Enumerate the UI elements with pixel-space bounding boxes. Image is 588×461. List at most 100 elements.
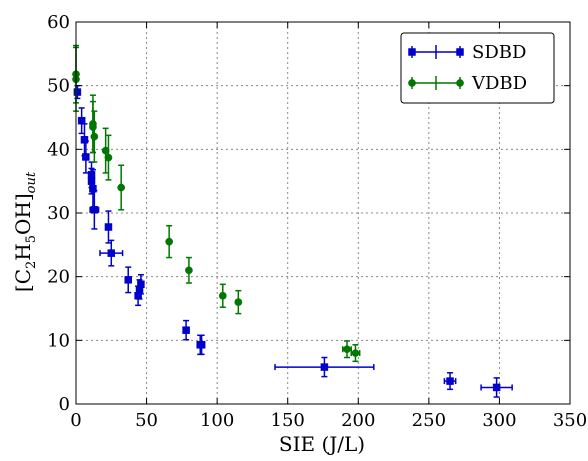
data-marker xyxy=(90,132,99,141)
legend-marker xyxy=(456,48,464,56)
data-marker xyxy=(124,276,132,284)
data-marker xyxy=(343,345,351,354)
data-marker xyxy=(89,123,97,131)
y-label-sub2: 5 xyxy=(24,235,39,243)
data-point-sdbd xyxy=(274,356,375,378)
data-marker xyxy=(80,136,89,144)
data-point-vdbd xyxy=(234,289,243,315)
data-marker xyxy=(165,237,174,246)
data-point-sdbd xyxy=(182,319,190,341)
data-point-vdbd xyxy=(185,256,193,284)
x-tick: 250 xyxy=(412,410,446,431)
y-tick: 10 xyxy=(47,330,70,351)
data-marker xyxy=(182,326,190,334)
y-label-sub1: 2 xyxy=(24,261,39,269)
data-point-vdbd xyxy=(165,224,174,259)
data-marker xyxy=(104,153,113,162)
legend-marker xyxy=(408,48,416,56)
x-tick-label: 300 xyxy=(482,410,516,431)
y-tick: 60 xyxy=(47,12,70,33)
data-marker xyxy=(117,183,126,192)
ticks: 0 50 100 150 200 250 300 350 0 10 20 30 40 50 60 xyxy=(47,12,587,431)
series-vdbd xyxy=(72,44,361,363)
x-tick: 100 xyxy=(200,410,234,431)
y-label-mid: H xyxy=(11,243,35,260)
x-tick: 300 xyxy=(482,410,516,431)
data-marker xyxy=(197,341,206,349)
data-point-sdbd xyxy=(99,239,124,267)
data-marker xyxy=(82,153,90,161)
x-tick-label: 200 xyxy=(341,410,375,431)
x-tick: 0 xyxy=(70,410,81,431)
data-marker xyxy=(89,185,97,193)
x-tick-label: 250 xyxy=(412,410,446,431)
data-point-sdbd xyxy=(197,334,206,356)
x-tick: 350 xyxy=(553,410,587,431)
data-point-vdbd xyxy=(218,283,227,308)
legend-item-sdbd: SDBD xyxy=(408,42,526,63)
data-point-vdbd xyxy=(117,164,126,211)
data-point-vdbd xyxy=(89,100,97,154)
y-label-open: [C xyxy=(11,269,35,292)
legend-marker xyxy=(456,79,464,87)
data-marker xyxy=(73,88,82,96)
data-marker xyxy=(234,298,243,306)
x-tick: 150 xyxy=(271,410,305,431)
data-marker xyxy=(101,146,110,155)
y-tick: 30 xyxy=(47,203,70,224)
data-point-vdbd xyxy=(90,110,99,163)
data-point-sdbd xyxy=(104,210,113,244)
data-point-sdbd xyxy=(80,123,89,157)
legend-label: VDBD xyxy=(471,73,527,94)
y-tick-label: 20 xyxy=(47,267,70,288)
data-marker xyxy=(137,280,145,289)
data-marker xyxy=(185,266,193,275)
data-marker xyxy=(104,223,113,231)
data-point-sdbd xyxy=(73,84,82,100)
y-tick: 20 xyxy=(47,267,70,288)
x-tick-label: 350 xyxy=(553,410,587,431)
data-marker xyxy=(492,383,501,392)
y-label-sub3: out xyxy=(24,171,39,193)
data-marker xyxy=(87,177,96,185)
data-marker xyxy=(107,249,116,257)
y-tick: 0 xyxy=(59,394,70,415)
y-tick-label: 40 xyxy=(47,139,70,160)
data-point-sdbd xyxy=(443,372,457,391)
y-tick-label: 0 xyxy=(59,394,70,415)
x-axis-label: SIE (J/L) xyxy=(279,432,365,456)
y-tick: 40 xyxy=(47,139,70,160)
legend-items: SDBD VDBD xyxy=(408,42,527,94)
y-label-rest: OH] xyxy=(11,193,35,235)
x-tick-label: 0 xyxy=(70,410,81,431)
data-marker xyxy=(218,291,227,300)
data-point-sdbd xyxy=(124,266,132,294)
data-marker xyxy=(320,363,329,371)
data-point-sdbd xyxy=(77,107,86,135)
series-sdbd xyxy=(73,84,513,398)
y-axis-label: [C2H5OH]out xyxy=(11,171,39,292)
data-point-sdbd xyxy=(82,140,90,174)
x-tick-label: 50 xyxy=(135,410,158,431)
data-marker xyxy=(90,206,99,214)
y-tick-label: 10 xyxy=(47,330,70,351)
x-tick-label: 150 xyxy=(271,410,305,431)
legend-marker xyxy=(408,79,416,87)
data-point-vdbd xyxy=(342,340,352,359)
x-tick: 50 xyxy=(135,410,158,431)
x-tick-label: 100 xyxy=(200,410,234,431)
y-tick: 50 xyxy=(47,76,70,97)
data-point-vdbd xyxy=(350,344,361,363)
y-tick-label: 60 xyxy=(47,12,70,33)
data-point-sdbd xyxy=(137,274,145,295)
data-point-sdbd xyxy=(89,189,100,230)
legend-label: SDBD xyxy=(472,42,526,63)
data-point-sdbd xyxy=(480,377,513,398)
x-tick: 200 xyxy=(341,410,375,431)
data-point-vdbd xyxy=(104,134,113,181)
legend-item-vdbd: VDBD xyxy=(408,73,527,94)
data-marker xyxy=(446,377,454,385)
data-marker xyxy=(351,349,360,357)
y-tick-label: 50 xyxy=(47,76,70,97)
